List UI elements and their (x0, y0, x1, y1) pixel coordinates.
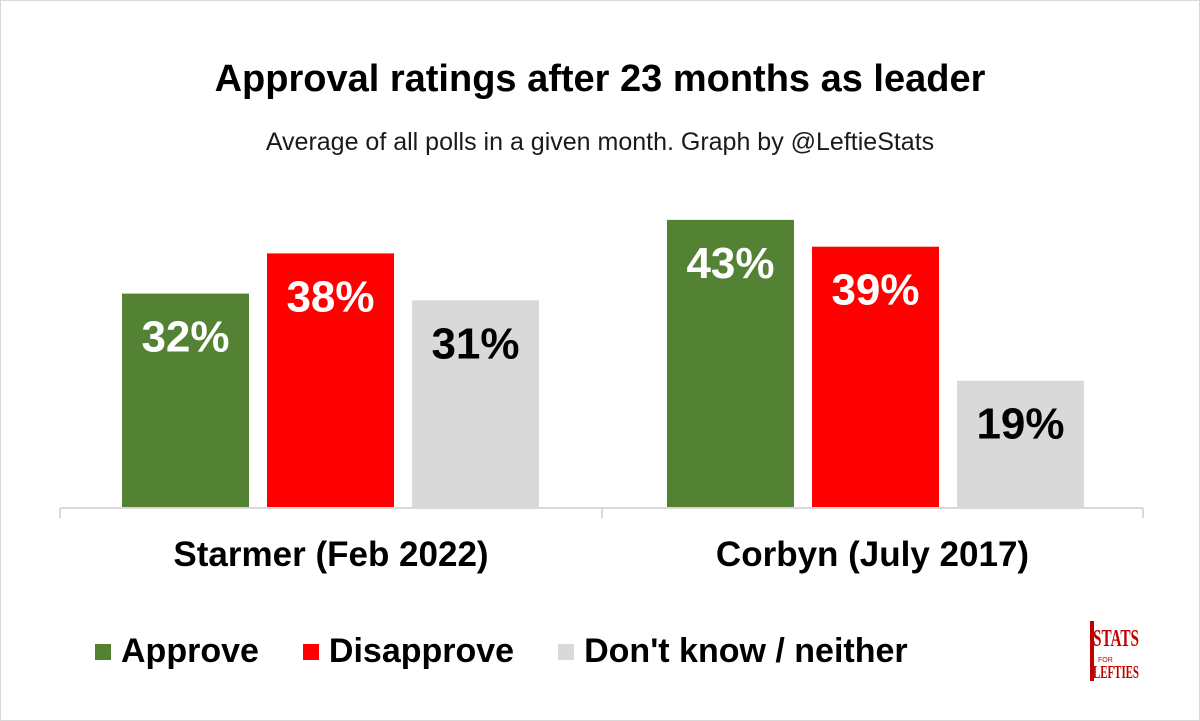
bar (667, 219, 794, 508)
legend-label: Disapprove (328, 632, 515, 670)
data-label: 31% (431, 319, 519, 368)
legend-label: Don't know / neither (584, 632, 908, 670)
logo-text-stats: STATS (1093, 626, 1139, 652)
legend-swatch (558, 643, 575, 660)
chart-subtitle: Average of all polls in a given month. G… (265, 128, 935, 156)
bar (267, 253, 394, 508)
x-tick-label: Starmer (Feb 2022) (173, 535, 488, 574)
data-label: 38% (286, 272, 374, 321)
legend-item: Don't know / neither (558, 632, 908, 671)
bar (122, 293, 249, 508)
chart-title: Approval ratings after 23 months as lead… (214, 58, 986, 100)
stats-for-lefties-logo: STATS FOR LEFTIES (1088, 618, 1144, 684)
data-label: 32% (141, 313, 229, 362)
bar (412, 300, 539, 508)
bar (957, 380, 1084, 508)
chart-legend: Approve Disapprove Don't know / neither (95, 632, 952, 671)
x-tick-label: Corbyn (July 2017) (716, 535, 1029, 574)
data-label: 43% (686, 239, 774, 288)
data-label: 39% (831, 266, 919, 315)
legend-label: Approve (121, 632, 259, 670)
logo-text-for: FOR (1098, 657, 1113, 664)
legend-item: Disapprove (302, 632, 515, 671)
logo-text-lefties: LEFTIES (1093, 662, 1139, 682)
bar (812, 246, 939, 508)
legend-item: Approve (95, 632, 259, 671)
data-label: 19% (976, 400, 1064, 449)
legend-swatch (302, 643, 319, 660)
legend-swatch (95, 643, 111, 660)
